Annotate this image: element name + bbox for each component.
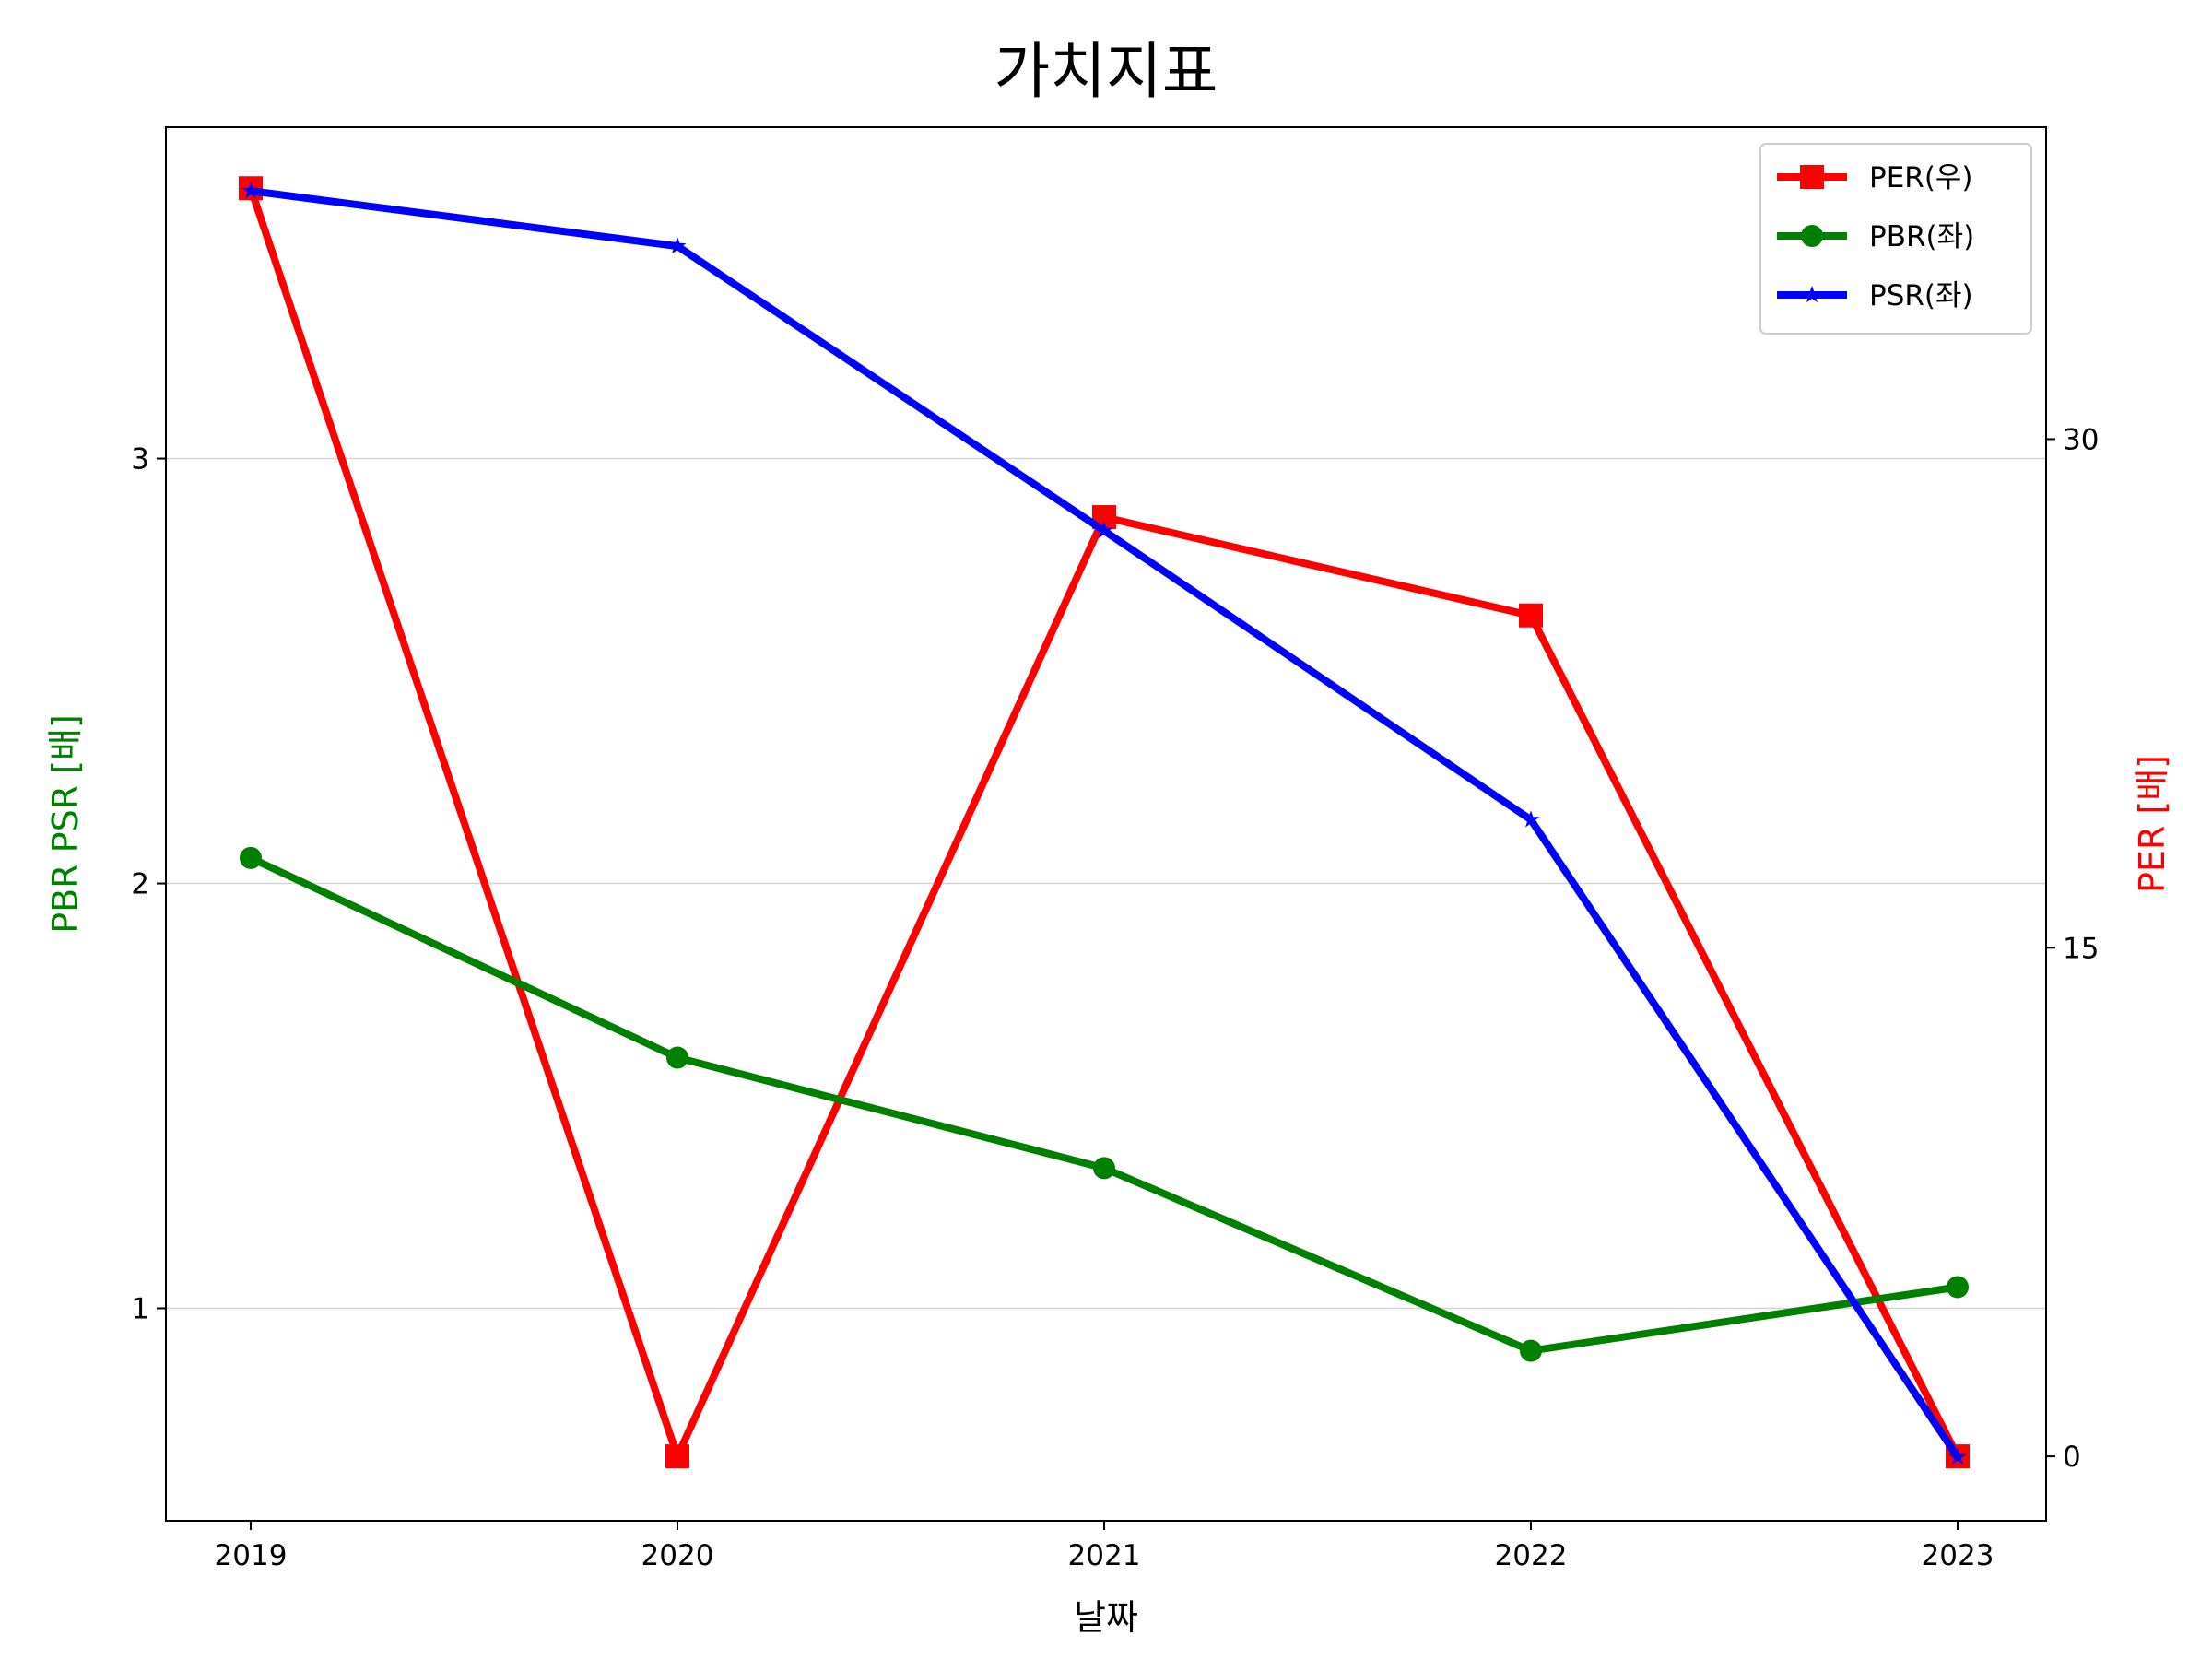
right-y-tick-label: 15 bbox=[2063, 932, 2099, 965]
legend-box bbox=[1759, 143, 2032, 335]
legend-marker bbox=[1801, 225, 1823, 247]
x-tick-label: 2021 bbox=[1068, 1539, 1141, 1572]
data-point bbox=[241, 182, 260, 199]
chart-title: 가치지표 bbox=[994, 36, 1218, 107]
legend-entry: PBR(좌) bbox=[1777, 220, 1974, 253]
left-y-axis-title: PBR PSR [배] bbox=[45, 714, 86, 934]
data-point bbox=[1948, 1447, 1967, 1465]
data-point bbox=[665, 1444, 689, 1469]
x-tick-label: 2022 bbox=[1495, 1539, 1568, 1572]
x-axis-title: 날짜 bbox=[1074, 1597, 1138, 1638]
left-y-tick-label: 1 bbox=[131, 1293, 149, 1326]
legend-label: PSR(좌) bbox=[1869, 279, 1973, 312]
data-point bbox=[1093, 1157, 1115, 1180]
legend-label: PER(우) bbox=[1869, 161, 1973, 194]
x-tick-label: 2019 bbox=[215, 1539, 288, 1572]
left-y-axis: 1 2 3 bbox=[131, 443, 166, 1326]
legend-entry: PER(우) bbox=[1777, 161, 1973, 194]
right-y-tick-label: 0 bbox=[2063, 1441, 2081, 1474]
series-pbr bbox=[240, 846, 1969, 1362]
right-y-axis-title: PER [배] bbox=[2132, 755, 2172, 893]
data-point bbox=[1947, 1276, 1969, 1299]
x-tick-label: 2020 bbox=[641, 1539, 714, 1572]
left-y-tick-label: 3 bbox=[131, 443, 149, 477]
grid-lines bbox=[166, 457, 2046, 1310]
plot-series bbox=[239, 176, 1970, 1469]
right-y-tick-label: 30 bbox=[2063, 423, 2099, 456]
data-point bbox=[1095, 521, 1113, 538]
data-point bbox=[1520, 1339, 1542, 1362]
legend: PER(우) PBR(좌) PSR(좌) bbox=[1759, 143, 2032, 335]
series-psr bbox=[241, 182, 1967, 1465]
x-tick-label: 2023 bbox=[1922, 1539, 1994, 1572]
data-point bbox=[240, 846, 262, 869]
legend-entry: PSR(좌) bbox=[1777, 279, 1973, 312]
legend-marker bbox=[1803, 286, 1821, 303]
data-point bbox=[1522, 810, 1540, 828]
data-point bbox=[666, 1046, 688, 1069]
data-point bbox=[1519, 603, 1543, 628]
left-y-tick-label: 2 bbox=[131, 868, 149, 901]
legend-marker bbox=[1800, 165, 1824, 189]
legend-label: PBR(좌) bbox=[1869, 220, 1974, 253]
plot-frame bbox=[165, 126, 2047, 1522]
data-point bbox=[668, 237, 687, 254]
x-axis: 2019 2020 2021 2022 2023 bbox=[215, 1521, 1994, 1572]
right-y-axis: 0 15 30 bbox=[2046, 423, 2099, 1474]
